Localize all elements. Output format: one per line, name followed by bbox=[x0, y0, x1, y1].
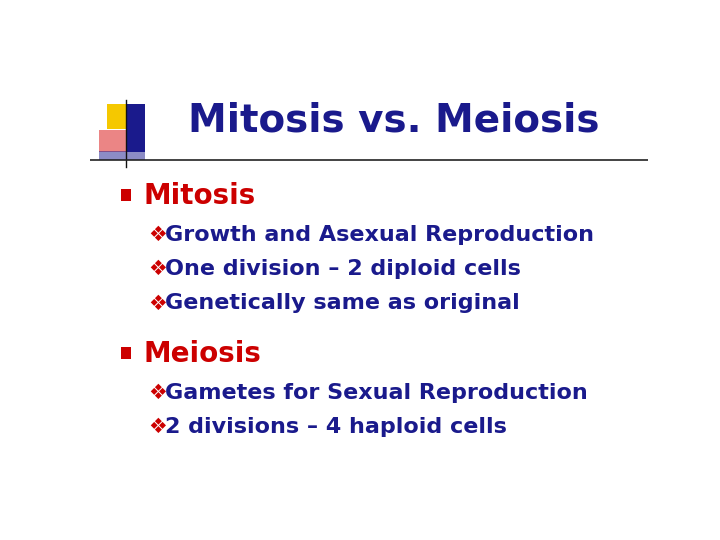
Text: One division – 2 diploid cells: One division – 2 diploid cells bbox=[166, 259, 521, 279]
Bar bbox=[121, 188, 131, 201]
Bar bbox=[107, 104, 133, 129]
Text: 2 divisions – 4 haploid cells: 2 divisions – 4 haploid cells bbox=[166, 417, 507, 437]
Bar bbox=[121, 347, 131, 359]
Text: ❖: ❖ bbox=[148, 225, 167, 245]
Bar bbox=[126, 104, 145, 152]
Text: Mitosis: Mitosis bbox=[143, 182, 256, 210]
Text: Gametes for Sexual Reproduction: Gametes for Sexual Reproduction bbox=[166, 383, 588, 403]
Bar bbox=[99, 131, 133, 152]
Text: Meiosis: Meiosis bbox=[143, 340, 261, 368]
Text: Genetically same as original: Genetically same as original bbox=[166, 293, 520, 313]
Text: ❖: ❖ bbox=[148, 293, 167, 313]
Text: Mitosis vs. Meiosis: Mitosis vs. Meiosis bbox=[188, 102, 599, 140]
Text: ❖: ❖ bbox=[148, 417, 167, 437]
Bar bbox=[99, 151, 145, 160]
Text: Growth and Asexual Reproduction: Growth and Asexual Reproduction bbox=[166, 225, 594, 245]
Text: ❖: ❖ bbox=[148, 259, 167, 279]
Text: ❖: ❖ bbox=[148, 383, 167, 403]
